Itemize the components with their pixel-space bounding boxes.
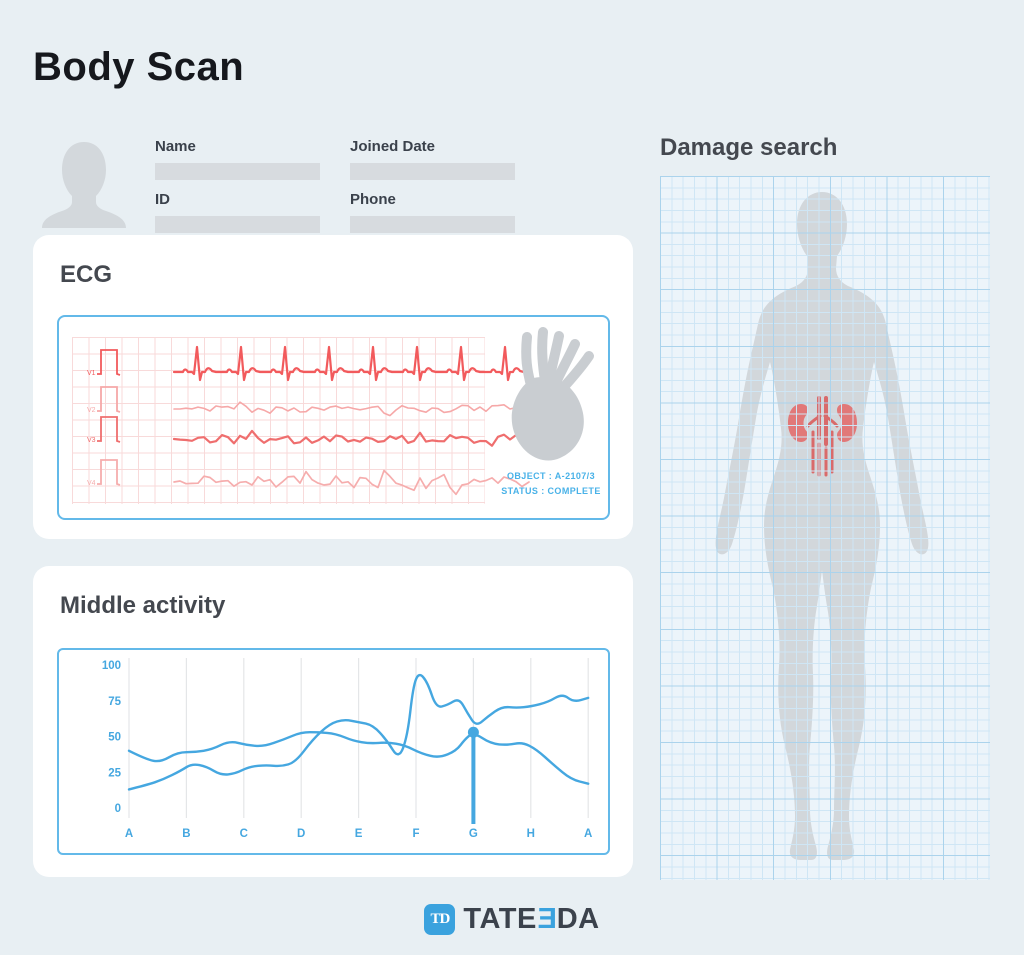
ecg-trace-V4 [173, 469, 530, 496]
logo-icon: TD [424, 903, 456, 935]
activity-line-chart: 100 75 50 25 0 A B C D E F G H A [102, 658, 592, 840]
patient-avatar [42, 142, 126, 228]
ecg-lead-label: V4 [87, 480, 96, 487]
ecg-trace-V3 [172, 429, 531, 447]
x-axis-tick-label: G [469, 828, 478, 840]
damage-search-title: Damage search [660, 134, 838, 161]
ecg-calibration-pulse [97, 386, 121, 413]
y-axis-tick-label: 25 [108, 767, 121, 779]
x-axis-tick-label: D [297, 828, 305, 840]
activity-series-2-line [127, 673, 590, 791]
y-axis-tick-label: 50 [108, 732, 121, 744]
activity-card-title: Middle activity [60, 592, 226, 619]
ecg-calibration-pulse [97, 349, 121, 376]
page-title: Body Scan [33, 45, 245, 89]
ecg-card: ECG V1 V2 V3 V4 OBJECT : A-2107/3 STATUS : … [33, 235, 633, 539]
x-axis-tick-label: H [527, 828, 535, 840]
ecg-object-label: OBJECT : A-2107/3 [507, 471, 595, 481]
field-joined-date-value-bar [350, 163, 515, 180]
field-joined-date-label: Joined Date [350, 138, 436, 155]
ecg-lead-label: V3 [87, 437, 96, 444]
field-name-label: Name [155, 138, 196, 155]
ecg-trace-V1 [172, 345, 531, 382]
ecg-status-label: STATUS : COMPLETE [501, 486, 601, 496]
y-axis-tick-label: 100 [102, 660, 121, 672]
ecg-lead-label: V1 [87, 370, 96, 377]
field-joined-date: Joined Date [350, 138, 515, 180]
heart-icon [511, 327, 594, 461]
ecg-grid-paper [72, 337, 485, 504]
damage-grid-overlay [660, 176, 990, 880]
activity-chart-box: 100 75 50 25 0 A B C D E F G H A [57, 648, 610, 855]
ecg-trace-V2 [173, 401, 530, 417]
x-axis-tick-label: A [125, 828, 133, 840]
ecg-calibration-pulse [97, 459, 121, 486]
x-axis-tick-label: A [584, 828, 592, 840]
ecg-traces: V1 V2 V3 V4 [87, 345, 531, 496]
brand-logo: TD TATEEDA [0, 899, 1024, 939]
activity-card: Middle activity 100 75 50 25 0 A B C D E F G H A [33, 566, 633, 877]
y-axis-tick-label: 0 [115, 803, 121, 815]
ecg-card-title: ECG [60, 261, 113, 288]
field-name: Name [155, 138, 320, 180]
field-id-label: ID [155, 191, 170, 208]
field-phone: Phone [350, 191, 515, 233]
field-name-value-bar [155, 163, 320, 180]
x-axis-tick-label: B [182, 828, 190, 840]
patient-info-form: Name Joined Date ID Phone [155, 138, 517, 233]
field-phone-label: Phone [350, 191, 396, 208]
logo-flipped-e: E [536, 902, 557, 935]
marker-dot [467, 726, 479, 738]
field-id-value-bar [155, 216, 320, 233]
x-axis-tick-label: F [412, 828, 419, 840]
ecg-calibration-pulse [97, 416, 121, 443]
ecg-lead-label: V2 [87, 407, 96, 414]
field-phone-value-bar [350, 216, 515, 233]
logo-wordmark: TATEEDA [463, 902, 600, 935]
ecg-meta-text: OBJECT : A-2107/3 STATUS : COMPLETE [487, 469, 615, 499]
x-axis-tick-label: C [240, 828, 248, 840]
x-axis-tick-label: E [355, 828, 363, 840]
ecg-monitor-box: V1 V2 V3 V4 OBJECT : A-2107/3 STATUS : COMP… [57, 315, 610, 520]
damage-search-panel [660, 176, 990, 880]
field-id: ID [155, 191, 320, 233]
y-axis-tick-label: 75 [108, 696, 121, 708]
activity-series-1-line [127, 730, 590, 785]
